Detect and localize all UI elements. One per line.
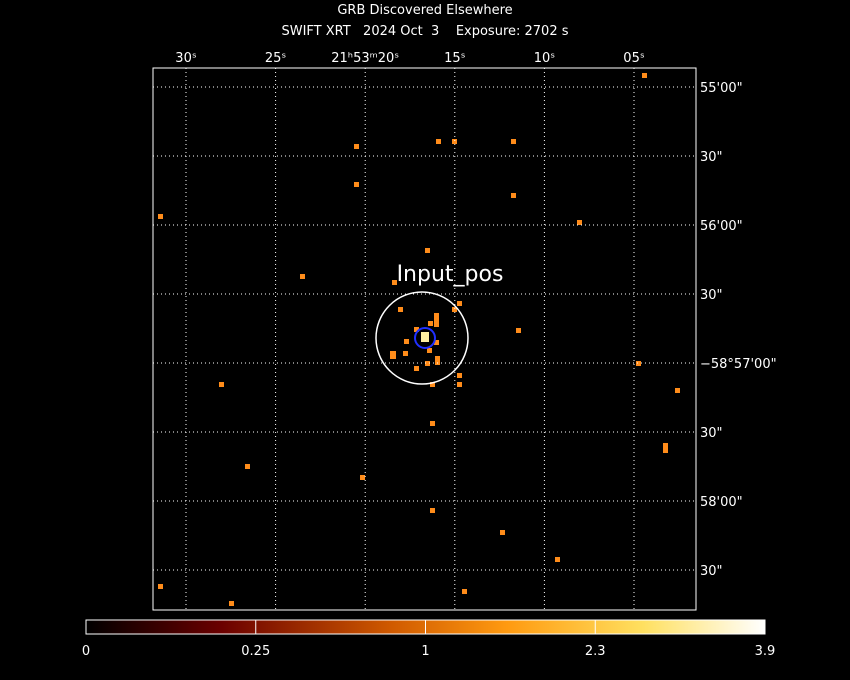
ra-label: 15ˢ — [444, 51, 466, 66]
ra-label: 30ˢ — [175, 51, 197, 66]
source-circle — [375, 291, 469, 385]
xray-image: Input_pos — [152, 67, 697, 611]
ra-label: 25ˢ — [265, 51, 287, 66]
dec-label: 30" — [700, 426, 723, 441]
colorbar-label: 3.9 — [755, 644, 776, 659]
dec-label: 30" — [700, 150, 723, 165]
ra-label: 10ˢ — [534, 51, 556, 66]
subtitle: SWIFT XRT 2024 Oct 3 Exposure: 2702 s — [281, 24, 568, 39]
frame — [152, 67, 697, 611]
source-label: Input_pos — [397, 262, 504, 287]
position-circle — [414, 327, 436, 349]
colorbar-label: 0.25 — [241, 644, 270, 659]
dec-label: 30" — [700, 564, 723, 579]
colorbar-label: 1 — [421, 644, 429, 659]
dec-label: 56'00" — [700, 219, 743, 234]
dec-label: 55'00" — [700, 81, 743, 96]
title: GRB Discovered Elsewhere — [337, 3, 512, 18]
ra-label: 21ʰ53ᵐ20ˢ — [331, 51, 399, 66]
dec-label: 30" — [700, 288, 723, 303]
colorbar-label: 2.3 — [585, 644, 606, 659]
pixels — [158, 73, 680, 606]
colorbar-label: 0 — [82, 644, 90, 659]
dec-label: 58'00" — [700, 495, 743, 510]
ra-label: 05ˢ — [623, 51, 645, 66]
dec-label: −58°57'00" — [700, 357, 777, 372]
